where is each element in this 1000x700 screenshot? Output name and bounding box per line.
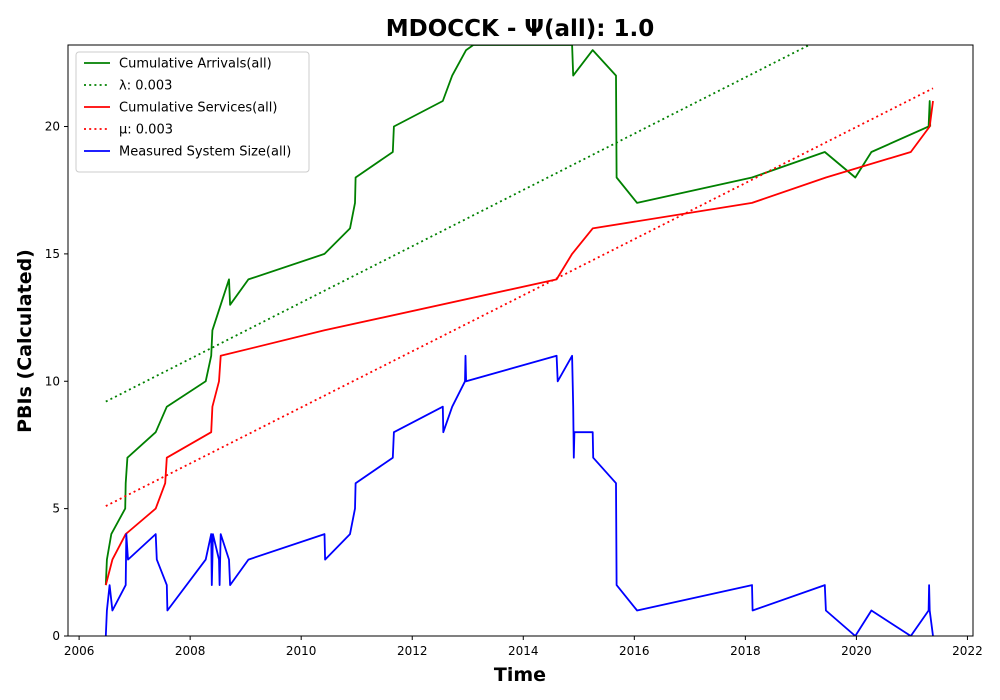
- y-tick-label: 5: [52, 502, 60, 516]
- x-tick-label: 2006: [64, 644, 95, 658]
- x-tick-label: 2020: [841, 644, 872, 658]
- x-axis: 2006 2008 2010 2012 2014 2016 2018 2020 2022: [64, 636, 983, 658]
- legend-label-2: Cumulative Services(all): [119, 101, 277, 116]
- series-line-4: [104, 354, 934, 636]
- y-tick-label: 10: [45, 374, 60, 388]
- x-axis-title: Time: [494, 664, 546, 686]
- y-tick-label: 15: [45, 247, 60, 261]
- y-tick-label: 20: [45, 120, 60, 134]
- x-tick-label: 2008: [175, 644, 206, 658]
- y-axis: 0 5 10 15 20: [45, 120, 68, 643]
- x-tick-label: 2016: [619, 644, 650, 658]
- series-line-0: [104, 45, 932, 586]
- legend-label-1: λ: 0.003: [119, 79, 172, 94]
- series-line-1: [105, 45, 810, 403]
- legend-label-3: μ: 0.003: [119, 123, 173, 138]
- series-line-3: [105, 87, 934, 507]
- series-line-2: [104, 100, 934, 586]
- y-tick-label: 0: [52, 629, 60, 643]
- x-tick-label: 2012: [397, 644, 428, 658]
- x-tick-label: 2022: [952, 644, 983, 658]
- y-axis-title: PBIs (Calculated): [14, 249, 36, 433]
- legend-label-4: Measured System Size(all): [119, 145, 291, 160]
- chart-title: MDOCCK - Ψ(all): 1.0: [386, 16, 654, 42]
- legend-label-0: Cumulative Arrivals(all): [119, 57, 272, 72]
- legend-box: [75, 51, 310, 173]
- x-tick-label: 2018: [730, 644, 761, 658]
- x-tick-label: 2010: [286, 644, 317, 658]
- plot-area: [104, 45, 934, 636]
- x-tick-label: 2014: [508, 644, 539, 658]
- legend: Cumulative Arrivals(all) λ: 0.003 Cumulati…: [75, 51, 310, 173]
- plot-frame: [67, 44, 974, 637]
